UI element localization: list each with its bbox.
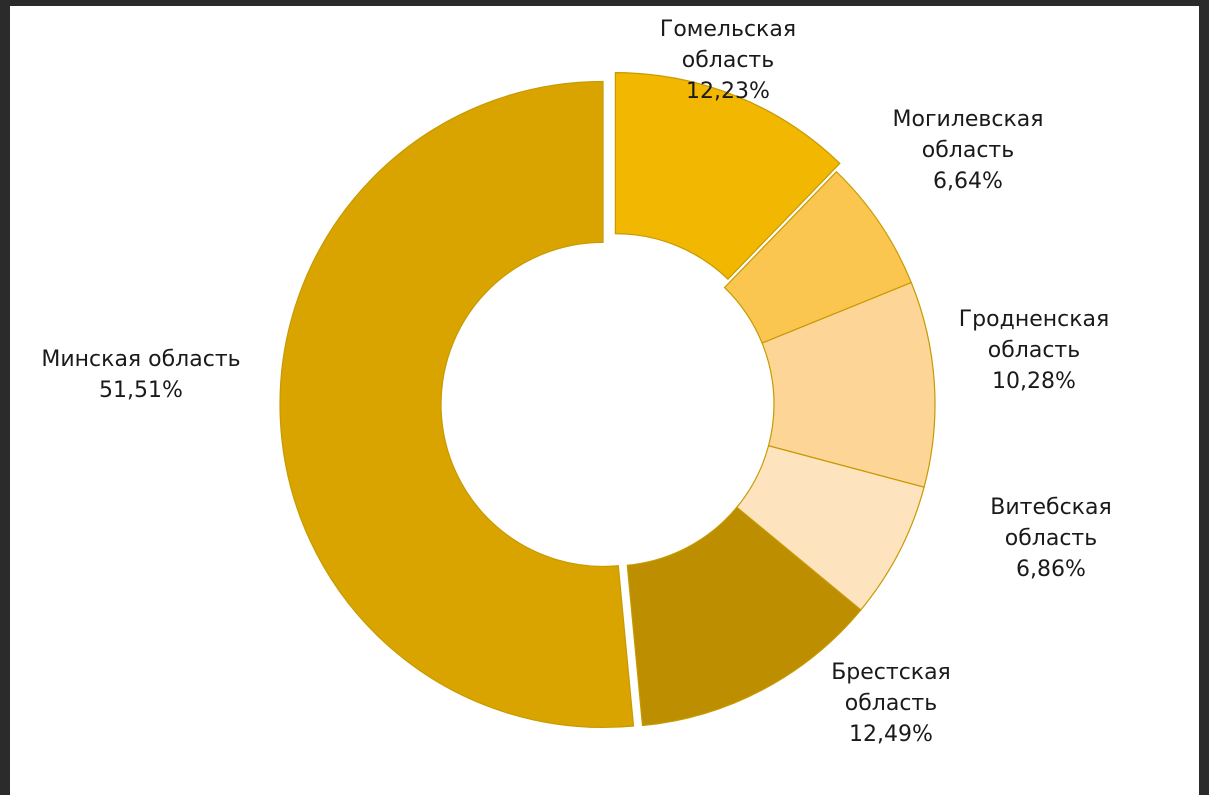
slice-label-3-line-3: 10,28% bbox=[992, 369, 1076, 394]
slice-6 bbox=[279, 80, 635, 729]
slice-label-5: Брестская область 12,49% bbox=[831, 660, 951, 747]
slice-label-4-line-2: область bbox=[1005, 526, 1097, 551]
slice-label-1-line-3: 12,23% bbox=[686, 79, 770, 104]
slice-label-5-line-2: область bbox=[845, 691, 937, 716]
slice-label-6-line-1: Минская область bbox=[41, 347, 240, 372]
slice-label-2-line-2: область bbox=[922, 138, 1014, 163]
slices-group bbox=[279, 72, 936, 729]
slice-label-2-line-3: 6,64% bbox=[933, 169, 1003, 194]
labels-group: Гомельская область 12,23% Могилевская област… bbox=[41, 17, 1111, 747]
slice-label-6: Минская область 51,51% bbox=[41, 347, 240, 403]
slice-label-6-line-2: 51,51% bbox=[99, 378, 183, 403]
slice-label-3-line-2: область bbox=[988, 338, 1080, 363]
slice-5 bbox=[626, 506, 862, 727]
slice-label-3: Гродненская область 10,28% bbox=[959, 307, 1109, 394]
slice-1 bbox=[614, 72, 841, 281]
slice-label-5-line-1: Брестская bbox=[831, 660, 951, 685]
donut-chart: Гомельская область 12,23% Могилевская област… bbox=[41, 17, 1111, 747]
slice-label-4: Витебская область 6,86% bbox=[990, 495, 1111, 582]
slice-label-4-line-1: Витебская bbox=[990, 495, 1111, 520]
slice-label-3-line-1: Гродненская bbox=[959, 307, 1109, 332]
chart-canvas: Гомельская область 12,23% Могилевская област… bbox=[10, 6, 1199, 795]
slice-label-1: Гомельская область 12,23% bbox=[660, 17, 796, 104]
slice-label-5-line-3: 12,49% bbox=[849, 722, 933, 747]
slice-label-1-line-2: область bbox=[682, 48, 774, 73]
slice-label-4-line-3: 6,86% bbox=[1016, 557, 1086, 582]
slice-label-2: Могилевская область 6,64% bbox=[893, 107, 1044, 194]
slice-label-2-line-1: Могилевская bbox=[893, 107, 1044, 132]
slice-label-1-line-1: Гомельская bbox=[660, 17, 796, 42]
